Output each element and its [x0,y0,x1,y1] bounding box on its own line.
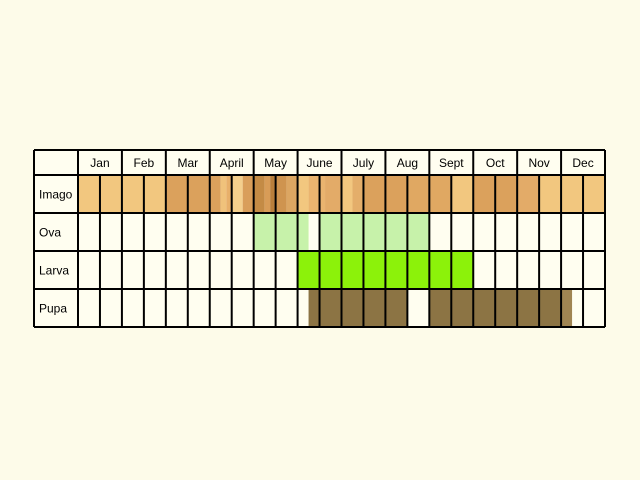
month-label-may: May [264,156,287,170]
month-label-june: June [307,156,333,170]
stage-label-imago: Imago [39,188,73,202]
segment-imago-20 [517,175,540,213]
month-label-aug: Aug [397,156,418,170]
month-label-jan: Jan [90,156,109,170]
segment-imago-18 [451,175,474,213]
month-label-nov: Nov [528,156,549,170]
segment-ova-0 [253,213,309,251]
segment-imago-11 [297,175,309,213]
stage-label-larva: Larva [39,264,69,278]
segment-imago-14 [341,175,353,213]
segment-imago-5 [242,175,254,213]
segment-imago-10 [286,175,298,213]
segment-imago-6 [253,175,265,213]
segment-ova-1 [319,213,430,251]
segment-imago-4 [231,175,243,213]
month-label-mar: Mar [177,156,198,170]
segment-imago-9 [275,175,287,213]
segment-imago-3 [226,175,232,213]
segment-imago-7 [264,175,271,213]
stage-label-pupa: Pupa [39,302,67,316]
segment-imago-21 [539,175,605,213]
segment-imago-12 [308,175,326,213]
month-label-feb: Feb [134,156,155,170]
segment-pupa-2 [561,289,573,327]
segment-imago-13 [325,175,342,213]
month-label-oct: Oct [486,156,505,170]
month-label-dec: Dec [572,156,593,170]
segment-imago-15 [352,175,364,213]
segment-pupa-0 [308,289,408,327]
month-label-sept: Sept [439,156,464,170]
month-label-april: April [220,156,244,170]
month-label-july: July [353,156,374,170]
segment-imago-8 [270,175,276,213]
segment-imago-1 [165,175,221,213]
stage-label-ova: Ova [39,226,61,240]
segment-imago-2 [220,175,227,213]
